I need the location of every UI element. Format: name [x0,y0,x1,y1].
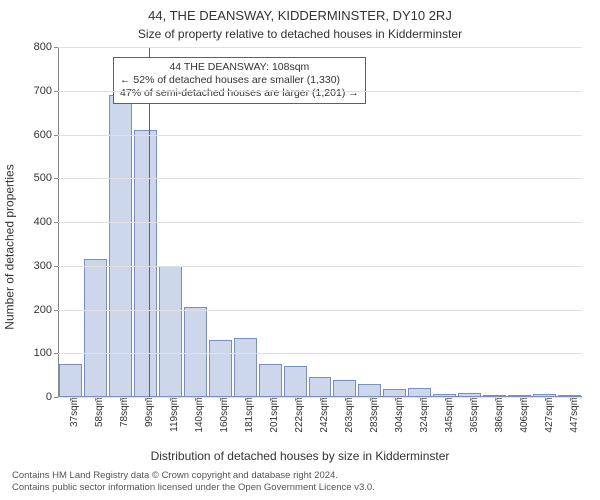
bar [284,366,307,397]
gridline-h [58,47,582,48]
tick-x-label: 263sqm [341,397,355,433]
footer-attribution: Contains HM Land Registry data © Crown c… [12,470,375,494]
bar [59,364,82,397]
tick-x-label: 427sqm [541,397,555,433]
tick-x-label: 345sqm [441,397,455,433]
tick-y-label: 800 [34,41,58,53]
bar [333,380,356,398]
gridline-h [58,178,582,179]
gridline-h [58,135,582,136]
annotation-box: 44 THE DEANSWAY: 108sqm ← 52% of detache… [113,57,366,104]
bar [234,338,257,397]
tick-x-label: 406sqm [516,397,530,433]
x-axis-label: Distribution of detached houses by size … [0,449,600,463]
tick-x-label: 58sqm [91,397,105,427]
tick-x-label: 119sqm [166,397,180,432]
chart-plot-area: 37sqm58sqm78sqm99sqm119sqm140sqm160sqm18… [58,47,582,397]
gridline-h [58,222,582,223]
bar [358,384,381,397]
tick-x-label: 99sqm [141,397,155,427]
tick-y-label: 100 [34,347,58,359]
tick-y-label: 200 [34,304,58,316]
tick-y-label: 0 [46,391,58,403]
tick-x-label: 78sqm [116,397,130,427]
tick-x-label: 181sqm [241,397,255,433]
y-axis-label-wrap: Number of detached properties [0,47,20,447]
tick-x-label: 160sqm [216,397,230,433]
tick-x-label: 222sqm [291,397,305,433]
title-main: 44, THE DEANSWAY, KIDDERMINSTER, DY10 2R… [0,0,600,23]
tick-x-label: 447sqm [566,397,580,433]
gridline-h [58,310,582,311]
bar [259,364,282,397]
tick-x-label: 324sqm [416,397,430,433]
bar [109,95,132,397]
annotation-line2: ← 52% of detached houses are smaller (1,… [120,74,359,87]
gridline-h [58,266,582,267]
tick-x-label: 140sqm [191,397,205,433]
bar [134,130,157,397]
bar [383,389,406,397]
bar [184,307,207,397]
bar [209,340,232,397]
tick-x-label: 201sqm [266,397,280,433]
gridline-h [58,353,582,354]
tick-x-label: 386sqm [491,397,505,433]
bar [84,259,107,397]
bar [408,388,431,397]
tick-y-label: 300 [34,260,58,272]
footer-line1: Contains HM Land Registry data © Crown c… [12,470,375,482]
tick-y-label: 600 [34,129,58,141]
annotation-line1: 44 THE DEANSWAY: 108sqm [120,61,359,74]
bar [159,266,182,397]
footer-line2: Contains public sector information licen… [12,482,375,494]
tick-x-label: 242sqm [316,397,330,433]
title-sub: Size of property relative to detached ho… [0,23,600,47]
tick-x-label: 37sqm [66,397,80,427]
tick-y-label: 700 [34,85,58,97]
tick-x-label: 365sqm [466,397,480,433]
gridline-h [58,91,582,92]
bar [309,377,332,397]
tick-y-label: 500 [34,172,58,184]
gridline-h [58,397,582,398]
tick-y-label: 400 [34,216,58,228]
annotation-line3: 47% of semi-detached houses are larger (… [120,87,359,100]
tick-x-label: 304sqm [391,397,405,433]
y-axis-label: Number of detached properties [3,164,17,329]
tick-x-label: 283sqm [366,397,380,433]
